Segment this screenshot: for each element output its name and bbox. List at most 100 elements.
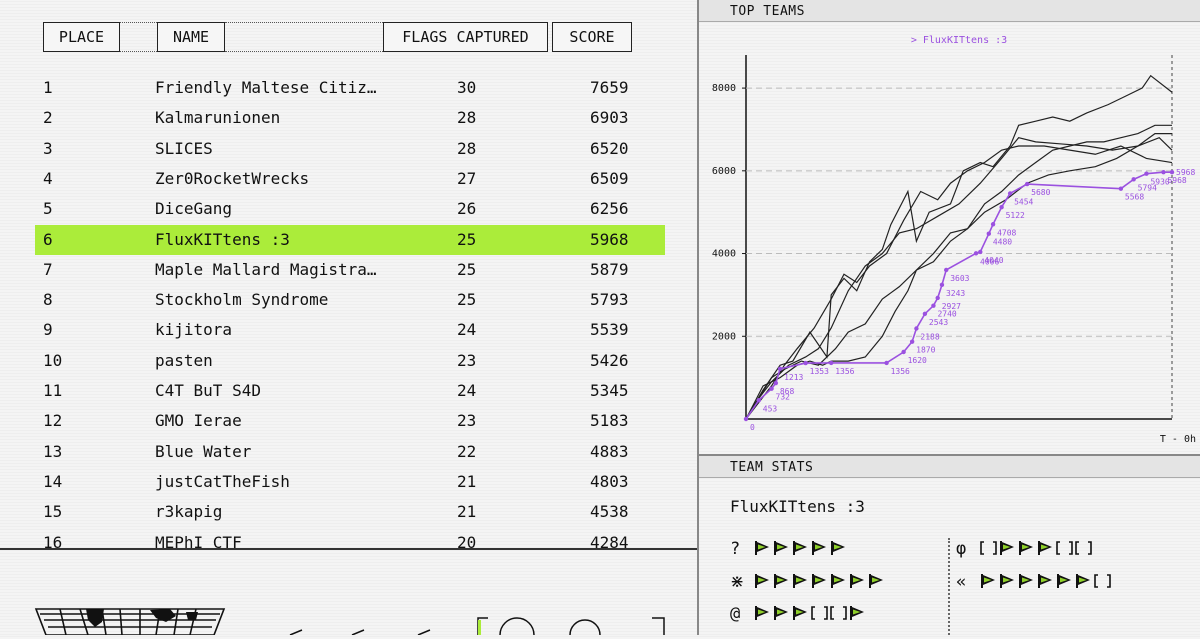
solved-flag-icon[interactable] xyxy=(1037,540,1054,556)
top-teams-chart[interactable]: 2000 4000 6000 8000 > FluxKITtens :3 T - 0h 0 4… xyxy=(699,22,1200,454)
unsolved-box-icon[interactable] xyxy=(830,605,847,621)
unsolved-box-icon[interactable] xyxy=(980,540,997,556)
team-name-cell: C4T BuT S4D xyxy=(155,381,261,400)
data-point xyxy=(1131,177,1136,182)
highlighted-team-line xyxy=(745,171,1172,420)
flags-cell: 21 xyxy=(457,502,477,522)
score-cell: 6903 xyxy=(590,108,629,128)
score-cell: 4284 xyxy=(590,532,629,549)
table-row[interactable]: 5 DiceGang 26 6256 xyxy=(35,194,665,224)
solved-flag-icon[interactable] xyxy=(830,573,847,589)
data-label: 4040 xyxy=(984,256,1003,265)
y-tick-label: 4000 xyxy=(712,249,736,260)
data-point xyxy=(922,311,928,317)
score-cell: 6509 xyxy=(590,168,629,188)
table-row[interactable]: 1 Friendly Maltese Citiz… 30 7659 xyxy=(35,73,665,103)
flags-cell: 28 xyxy=(457,138,477,158)
data-point xyxy=(1161,169,1166,175)
data-point xyxy=(999,204,1004,210)
solved-flag-icon[interactable] xyxy=(830,540,847,556)
solved-flag-icon[interactable] xyxy=(811,573,828,589)
data-label: 732 xyxy=(776,393,791,402)
data-point xyxy=(884,360,889,366)
chart-svg: 2000 4000 6000 8000 > FluxKITtens :3 T - 0h 0 4… xyxy=(712,35,1196,445)
solved-flag-icon[interactable] xyxy=(811,540,828,556)
data-label: 5122 xyxy=(1006,211,1025,220)
name-column-header[interactable]: NAME xyxy=(157,22,225,52)
solved-flag-icon[interactable] xyxy=(773,573,790,589)
team-name-cell: Zer0RocketWrecks xyxy=(155,168,310,188)
place-column-header[interactable]: PLACE xyxy=(43,22,120,52)
data-label: 4708 xyxy=(997,228,1016,237)
place-cell: 14 xyxy=(43,471,63,491)
solved-flag-icon[interactable] xyxy=(792,573,809,589)
table-row[interactable]: 9 kijitora 24 5539 xyxy=(35,315,665,345)
table-row[interactable]: 13 Blue Water 22 4883 xyxy=(35,437,665,467)
flags-cell: 25 xyxy=(457,259,477,279)
solved-flag-icon[interactable] xyxy=(849,573,866,589)
data-label: 2188 xyxy=(920,332,939,341)
right-panel: TOP TEAMS 2000 4000 6000 8000 > FluxKITtens … xyxy=(699,0,1200,635)
y-tick-label: 2000 xyxy=(712,331,736,342)
flags-cell: 22 xyxy=(457,441,477,461)
data-point xyxy=(777,366,783,372)
solved-flag-icon[interactable] xyxy=(999,573,1016,589)
flags-cell: 24 xyxy=(457,320,477,340)
unsolved-box-icon[interactable] xyxy=(811,605,828,621)
solved-flag-icon[interactable] xyxy=(754,540,771,556)
score-cell: 6520 xyxy=(590,138,629,158)
table-row[interactable]: 16 MEPhI CTF 20 4284 xyxy=(35,528,665,549)
divider xyxy=(699,454,1200,456)
score-cell: 5539 xyxy=(590,320,629,340)
place-cell: 15 xyxy=(43,502,63,522)
solved-flag-icon[interactable] xyxy=(1056,573,1073,589)
table-row[interactable]: 14 justCatTheFish 21 4803 xyxy=(35,467,665,497)
team-name-cell: justCatTheFish xyxy=(155,471,290,491)
data-label: 3243 xyxy=(946,289,965,298)
solved-flag-icon[interactable] xyxy=(773,605,790,621)
solved-flag-icon[interactable] xyxy=(1018,573,1035,589)
solved-flag-icon[interactable] xyxy=(754,573,771,589)
data-point xyxy=(944,267,949,273)
unsolved-box-icon[interactable] xyxy=(1075,540,1092,556)
table-row[interactable]: 12 GMO Ierae 23 5183 xyxy=(35,406,665,436)
solved-flag-icon[interactable] xyxy=(849,605,866,621)
data-label: 1870 xyxy=(916,346,935,355)
scoreboard-panel: PLACE NAME FLAGS CAPTURED SCORE 1 Friendl… xyxy=(0,0,699,636)
rev-arrows-icon: « xyxy=(956,572,967,592)
table-row[interactable]: 6 FluxKITtens :3 25 5968 xyxy=(35,224,665,255)
table-row[interactable]: 4 Zer0RocketWrecks 27 6509 xyxy=(35,164,665,194)
flags-cell: 23 xyxy=(457,411,477,431)
table-row[interactable]: 11 C4T BuT S4D 24 5345 xyxy=(35,376,665,406)
solved-flag-icon[interactable] xyxy=(1018,540,1035,556)
solved-flag-icon[interactable] xyxy=(792,605,809,621)
header-divider xyxy=(225,22,383,52)
table-row[interactable]: 8 Stockholm Syndrome 25 5793 xyxy=(35,285,665,315)
team-series-line xyxy=(745,137,1173,420)
unsolved-box-icon[interactable] xyxy=(1056,540,1073,556)
category-row: φ xyxy=(956,538,1094,560)
flags-column-header[interactable]: FLAGS CAPTURED xyxy=(383,22,548,52)
table-row[interactable]: 2 Kalmarunionen 28 6903 xyxy=(35,103,665,133)
table-row[interactable]: 15 r3kapig 21 4538 xyxy=(35,497,665,527)
solved-flag-icon[interactable] xyxy=(1075,573,1092,589)
table-row[interactable]: 10 pasten 23 5426 xyxy=(35,346,665,376)
solved-flag-icon[interactable] xyxy=(980,573,997,589)
data-point xyxy=(769,386,774,391)
data-label: 4480 xyxy=(993,238,1012,247)
solved-flag-icon[interactable] xyxy=(792,540,809,556)
table-row[interactable]: 3 SLICES 28 6520 xyxy=(35,134,665,164)
solved-flag-icon[interactable] xyxy=(868,573,885,589)
solved-flag-icon[interactable] xyxy=(1037,573,1054,589)
unsolved-box-icon[interactable] xyxy=(1094,573,1111,589)
data-label: 5680 xyxy=(1031,188,1050,197)
data-point xyxy=(901,349,906,355)
score-column-header[interactable]: SCORE xyxy=(552,22,632,52)
solved-flag-icon[interactable] xyxy=(999,540,1016,556)
solved-flag-icon[interactable] xyxy=(754,605,771,621)
data-label: 1353 xyxy=(810,367,829,376)
place-cell: 9 xyxy=(43,320,53,340)
table-row[interactable]: 7 Maple Mallard Magistra… 25 5879 xyxy=(35,255,665,285)
data-point xyxy=(1118,186,1124,191)
solved-flag-icon[interactable] xyxy=(773,540,790,556)
